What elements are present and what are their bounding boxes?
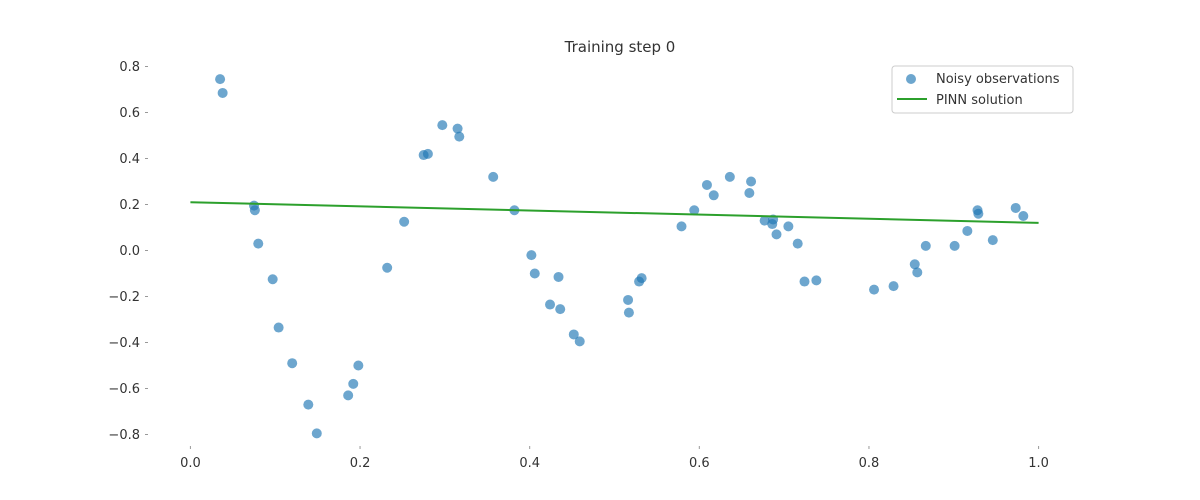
observation-point	[783, 221, 794, 232]
chart-title: Training step 0	[564, 38, 676, 56]
pinn-solution-line	[190, 201, 1039, 224]
observation-point	[689, 205, 700, 216]
observation-point	[676, 221, 687, 232]
y-tick-label: −0.4	[108, 336, 140, 351]
y-tick-label: 0.8	[119, 60, 140, 75]
observation-point	[526, 250, 537, 261]
x-tick-label: 1.0	[1028, 456, 1049, 471]
observation-point	[811, 275, 822, 286]
observation-point	[452, 123, 463, 134]
observation-point	[792, 238, 803, 249]
observation-point	[287, 358, 298, 369]
y-tick-label: −0.8	[108, 428, 140, 443]
observation-point	[771, 229, 782, 240]
observation-point	[555, 304, 566, 315]
observation-point	[273, 322, 284, 333]
observation-point	[987, 235, 998, 246]
observation-point	[399, 216, 410, 227]
observation-point	[623, 307, 634, 318]
observation-point	[746, 176, 757, 187]
observation-point	[636, 273, 647, 284]
legend-label-noisy-observations: Noisy observations	[936, 72, 1060, 87]
observation-point	[215, 74, 226, 85]
observation-point	[267, 274, 278, 285]
observation-point	[249, 205, 260, 216]
y-tick-label: 0.6	[119, 106, 140, 121]
observation-point	[949, 240, 960, 251]
observation-point	[869, 284, 880, 295]
observation-point	[1018, 211, 1029, 221]
observation-point	[920, 240, 931, 251]
observation-point	[799, 276, 810, 287]
x-tick-label: 0.8	[859, 456, 880, 471]
observation-point	[311, 428, 322, 439]
x-tick-label: 0.2	[350, 456, 371, 471]
observation-point	[623, 294, 634, 305]
observation-point	[912, 267, 923, 278]
y-tick-label: 0.0	[119, 244, 140, 259]
observation-point	[708, 190, 719, 201]
x-tick-label: 0.0	[180, 456, 201, 471]
observation-point	[488, 171, 499, 182]
observation-point	[217, 87, 228, 98]
chart-marks	[190, 74, 1039, 439]
observation-point	[422, 148, 433, 159]
observation-point	[962, 225, 973, 236]
observation-point	[574, 336, 585, 347]
x-tick-label: 0.4	[519, 456, 540, 471]
observation-point	[568, 329, 579, 340]
observation-point	[1010, 202, 1021, 213]
legend-box	[891, 65, 1074, 114]
y-tick-label: 0.2	[119, 198, 140, 213]
observation-point	[454, 131, 465, 142]
observation-point	[888, 281, 899, 292]
x-tick-label: 0.6	[689, 456, 710, 471]
axes: 0.8 0.6 0.4 0.2 0.0 −0.2 −0.4 −0.6 −0.8 0.0 0.2 0.4…	[108, 60, 1049, 471]
y-tick-label: −0.2	[108, 290, 140, 305]
observation-point	[348, 378, 359, 389]
observation-point	[343, 390, 354, 401]
observation-point	[437, 120, 448, 131]
observation-point	[759, 215, 770, 226]
observation-point	[744, 188, 755, 198]
legend-marker-noisy-observations	[906, 74, 916, 84]
legend: Noisy observations PINN solution	[891, 65, 1074, 114]
observation-point	[973, 208, 984, 219]
observation-point	[303, 399, 314, 410]
observation-point	[353, 360, 364, 371]
observation-point	[545, 299, 556, 310]
observation-point	[529, 268, 540, 279]
observation-point	[253, 238, 264, 249]
y-tick-label: 0.4	[119, 152, 140, 167]
observation-point	[909, 259, 920, 270]
y-tick-label: −0.6	[108, 382, 140, 397]
observation-point	[553, 271, 564, 282]
observation-point	[724, 171, 735, 182]
legend-label-pinn-solution: PINN solution	[936, 93, 1023, 108]
observation-point	[382, 262, 393, 273]
observation-point	[701, 179, 712, 190]
